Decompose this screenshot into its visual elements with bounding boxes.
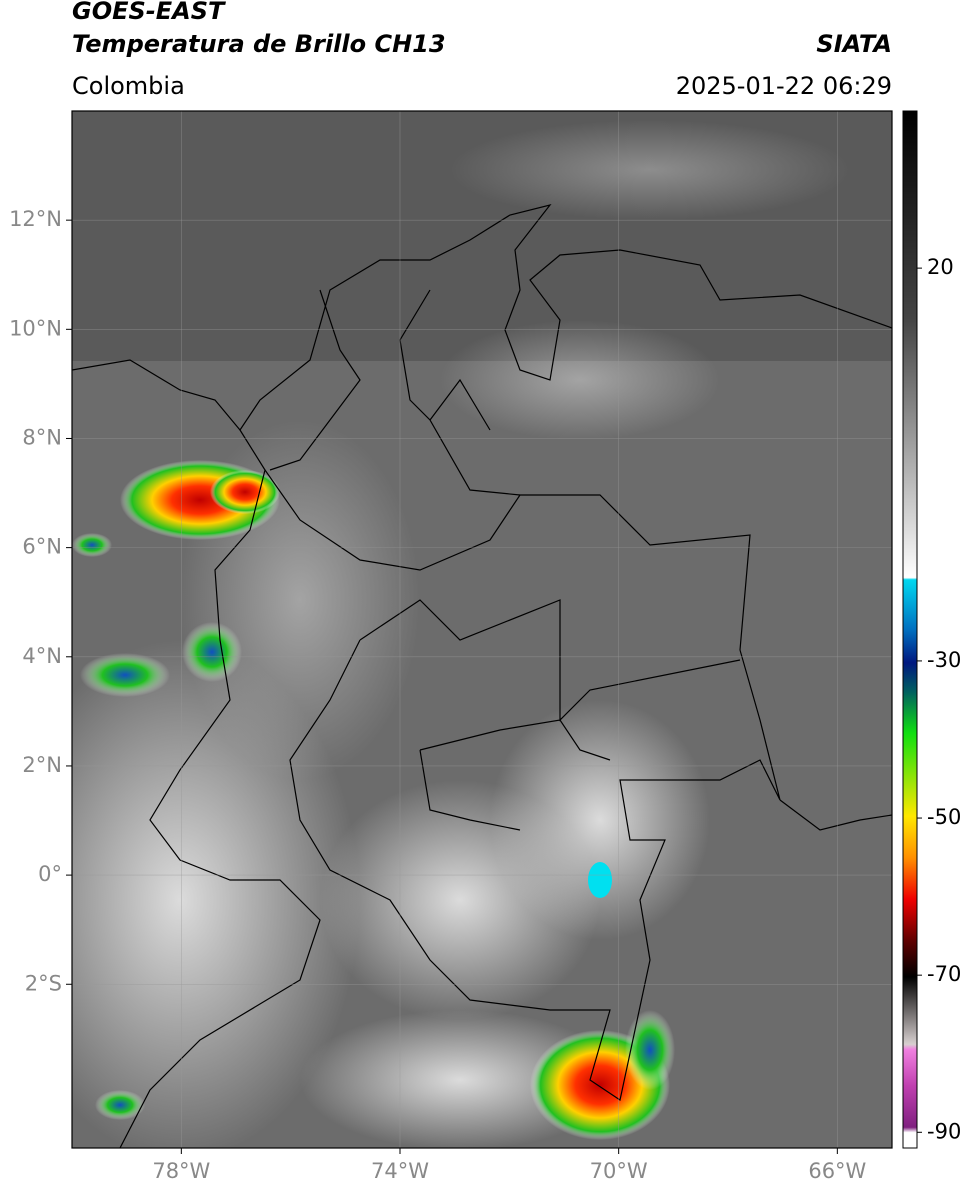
x-tick-label: 66°W	[808, 1159, 866, 1183]
y-tick-label: 10°N	[9, 316, 62, 340]
colorbar-tick-label: -70	[927, 962, 961, 986]
source: SIATA	[816, 30, 892, 58]
colorbar	[902, 110, 918, 1149]
colorbar-tick-label: -30	[927, 648, 961, 672]
gridlines	[72, 111, 892, 1148]
region: Colombia	[72, 72, 185, 100]
y-tick-label: 0°	[38, 862, 62, 886]
datetime: 2025-01-22 06:29	[676, 72, 892, 100]
y-tick-label: 12°N	[9, 207, 62, 231]
x-tick-label: 70°W	[590, 1159, 648, 1183]
colorbar-tick-label: -90	[927, 1119, 961, 1143]
title: GOES-EAST	[72, 0, 226, 25]
x-tick-label: 78°W	[152, 1159, 210, 1183]
subtitle: Temperatura de Brillo CH13	[72, 30, 446, 58]
satellite-image	[72, 111, 892, 1148]
x-tick-label: 74°W	[371, 1159, 429, 1183]
y-tick-label: 4°N	[22, 644, 62, 668]
y-tick-label: 2°S	[25, 971, 62, 995]
y-tick-label: 6°N	[22, 535, 62, 559]
y-tick-label: 8°N	[22, 425, 62, 449]
map-frame	[71, 110, 893, 1149]
colorbar-tick-label: -50	[927, 805, 961, 829]
colorbar-tick-label: 20	[927, 255, 954, 279]
y-tick-label: 2°N	[22, 753, 62, 777]
